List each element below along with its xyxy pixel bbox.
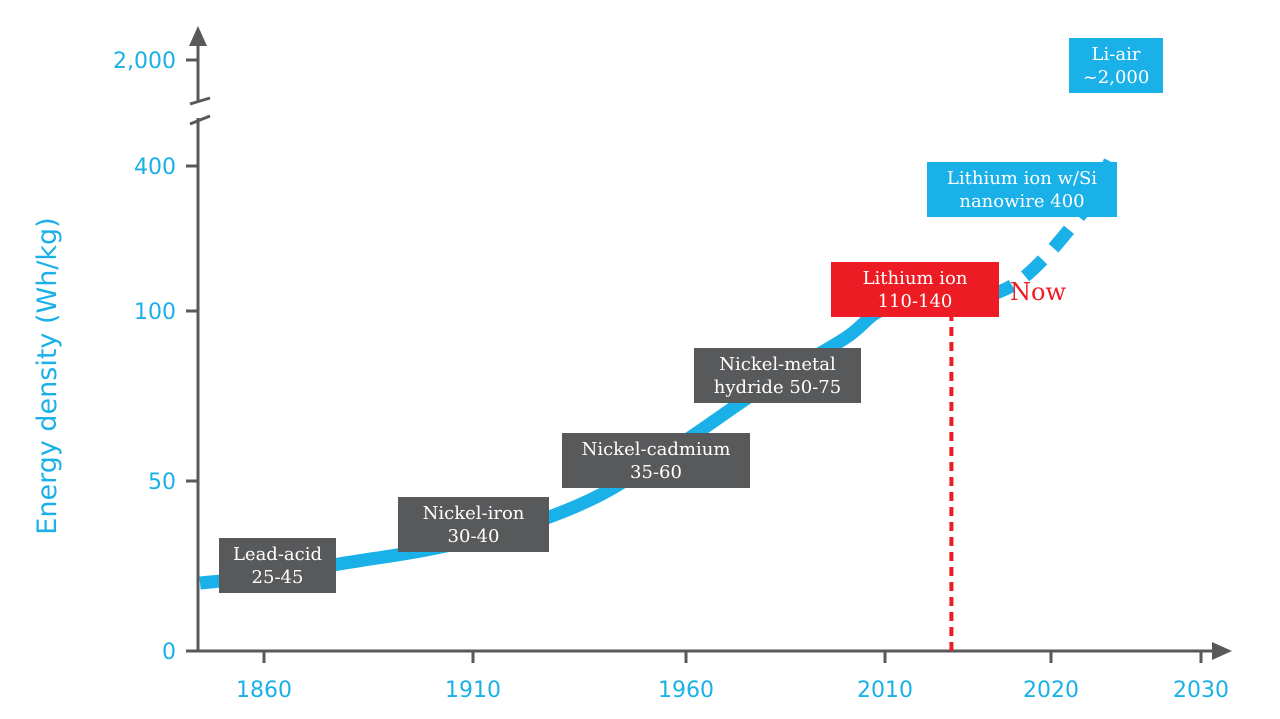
series — [199, 156, 1117, 590]
nickel-iron-box — [398, 497, 549, 552]
annotations: Lead-acid25-45Nickel-iron30-40Nickel-cad… — [219, 38, 1163, 593]
nickel-cadmium-label: Nickel-cadmium — [582, 439, 731, 460]
nickel-metal-hydride-box — [694, 348, 861, 403]
ticks: 0 50 100 400 2,000 1860 1910 1960 2010 2020 2030 — [113, 49, 1229, 703]
lead-acid-label: Lead-acid — [233, 544, 322, 565]
nickel-cadmium-label: 35-60 — [630, 462, 682, 483]
nickel-iron-label: 30-40 — [448, 526, 500, 547]
x-tick-label: 1860 — [236, 678, 292, 703]
lithium-ion-si-box — [927, 162, 1117, 217]
axis-break-mark — [189, 96, 211, 106]
y-tick-label: 2,000 — [113, 49, 176, 74]
x-tick-label: 1960 — [658, 678, 714, 703]
now-marker: Now — [949, 278, 1066, 651]
lithium-ion-box — [831, 262, 999, 317]
x-tick-label: 1910 — [445, 678, 501, 703]
lead-acid-box — [219, 538, 336, 593]
lithium-ion-label: Lithium ion — [863, 268, 968, 289]
y-axis-label: Energy density (Wh/kg) — [32, 217, 63, 534]
lithium-ion-si-label: Lithium ion w/Si — [947, 168, 1097, 189]
x-tick-label: 2010 — [857, 678, 913, 703]
x-axis-arrow — [1212, 642, 1232, 660]
li-air-box — [1069, 38, 1163, 93]
y-tick-label: 400 — [134, 155, 176, 180]
x-tick-label: 2020 — [1023, 678, 1079, 703]
nickel-iron-label: Nickel-iron — [423, 503, 525, 524]
li-air-label: ~2,000 — [1083, 67, 1150, 88]
lithium-ion-label: 110-140 — [878, 291, 953, 312]
now-label: Now — [1010, 278, 1066, 306]
li-air-label: Li-air — [1092, 44, 1141, 65]
y-tick-label: 50 — [148, 470, 176, 495]
lead-acid-label: 25-45 — [252, 567, 304, 588]
nickel-metal-hydride-label: hydride 50-75 — [714, 377, 841, 398]
y-tick-label: 100 — [134, 300, 176, 325]
y-tick-label: 0 — [162, 640, 176, 665]
nickel-metal-hydride-label: Nickel-metal — [719, 354, 836, 375]
lithium-ion-si-label: nanowire 400 — [959, 191, 1084, 212]
x-tick-label: 2030 — [1173, 678, 1229, 703]
axis-break-mark — [189, 114, 211, 126]
nickel-cadmium-box — [562, 433, 750, 488]
y-axis-arrow — [189, 26, 207, 46]
axes — [189, 26, 1232, 660]
li-air-annotation: Li-air~2,000 — [1069, 38, 1163, 93]
